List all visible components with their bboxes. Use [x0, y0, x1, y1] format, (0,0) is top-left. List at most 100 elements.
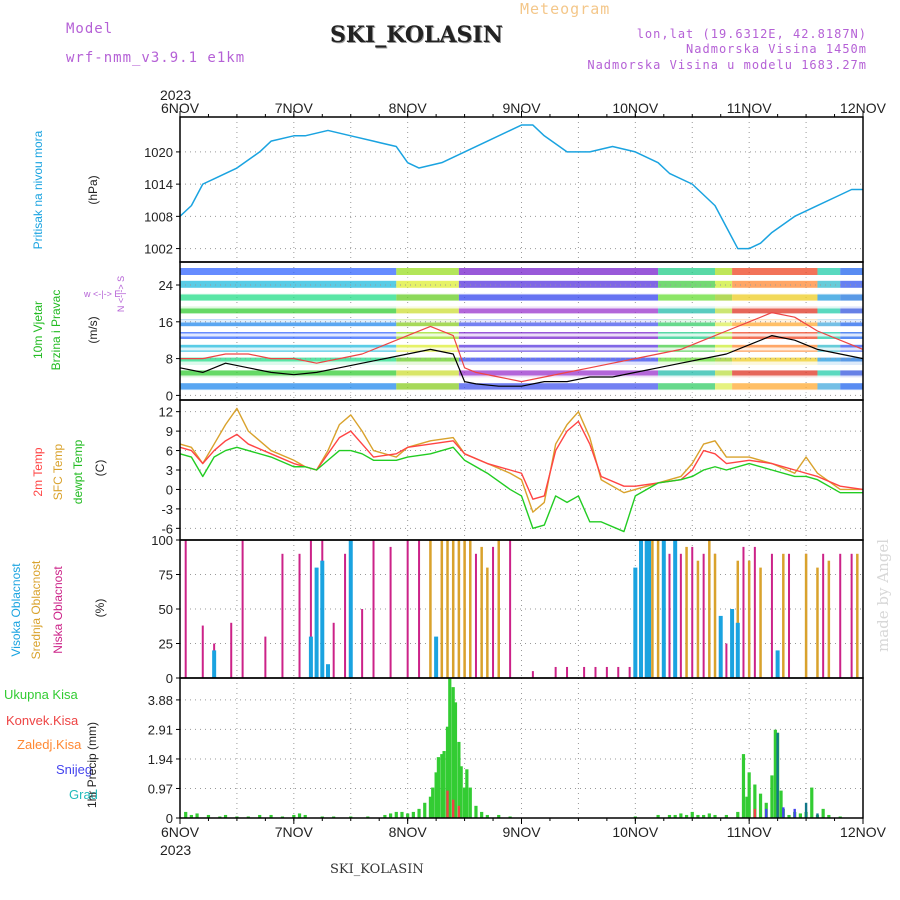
conv-precip-bar: [753, 808, 757, 818]
total-precip-bar: [673, 814, 677, 818]
x-tick-label-bottom: 11NOV: [727, 824, 773, 840]
low-cloud-bar: [418, 540, 421, 678]
mid-cloud-bar: [827, 560, 831, 678]
mid-cloud-bar: [463, 540, 466, 678]
total-precip-bar: [297, 813, 302, 818]
sfc-temp-label: SFC Temp: [51, 443, 65, 500]
high-cloud-bar: [718, 615, 723, 678]
high-cloud-bar: [434, 636, 439, 678]
low-cloud-bar: [702, 553, 705, 678]
mid-cloud-bar: [736, 560, 740, 678]
total-precip-bar: [428, 796, 433, 818]
wind-speed-line: [179, 335, 864, 387]
wind-barb-row: [715, 319, 733, 327]
high-cloud-bar: [212, 650, 217, 678]
legend-graupel: Grad: [69, 787, 98, 802]
y-tick-label: 3: [166, 463, 173, 478]
y-tick-label: -6: [161, 521, 173, 536]
x-tick-label-top: 8NOV: [389, 100, 428, 116]
total-precip-bar: [206, 814, 211, 818]
y-tick-label: 6: [166, 444, 173, 459]
wind-barb-row: [658, 370, 716, 378]
graupel-bar: [776, 732, 779, 818]
total-precip-bar: [656, 814, 660, 818]
wind-barb-row: [817, 306, 841, 314]
wind-barb-row: [180, 306, 397, 314]
total-precip-bar: [684, 814, 689, 818]
x-tick-label-top: 9NOV: [502, 100, 541, 116]
total-precip-bar: [465, 769, 469, 818]
precip-label: 1hr Precip (mm): [85, 722, 99, 808]
conv-precip-bar: [457, 805, 461, 818]
wind-barb-row: [396, 280, 459, 288]
wind-barb-row: [715, 293, 733, 301]
mid-cloud-label: Srednja Oblacnost: [29, 560, 43, 659]
wind-barb-row: [396, 319, 459, 327]
year-bottom: 2023: [160, 842, 191, 858]
total-precip-bar: [821, 808, 825, 818]
x-tick-label-top: 6NOV: [161, 100, 200, 116]
x-tick-label-top: 10NOV: [612, 100, 659, 116]
wind-barb-row: [396, 370, 459, 378]
wind-direction-legend: w <-|-> E: [83, 289, 120, 299]
wind-barb-row: [458, 319, 659, 327]
total-precip-bar: [349, 816, 353, 818]
total-precip-bar: [332, 816, 336, 818]
total-precip-bar: [258, 814, 262, 818]
total-precip-bar: [223, 814, 228, 818]
mid-cloud-bar: [816, 567, 819, 678]
wind-barb-row: [715, 268, 733, 275]
y-tick-label: 2.91: [148, 722, 173, 737]
wind-label-2: Brzina i Pravac: [49, 290, 63, 371]
mid-cloud-bar: [782, 553, 785, 678]
total-precip-bar: [696, 814, 700, 818]
wind-barb-row: [396, 293, 459, 301]
wind-barb-row: [732, 280, 818, 288]
wind-barb-row: [840, 268, 863, 275]
lonlat-label: lon,lat (19.6312E, 42.8187N): [636, 27, 867, 41]
x-tick-label-top: 11NOV: [727, 100, 773, 116]
total-precip-bar: [453, 702, 458, 818]
low-cloud-label: Niska Oblacnost: [51, 566, 65, 654]
total-precip-bar: [497, 814, 501, 818]
low-cloud-bar: [594, 666, 597, 678]
mid-cloud-bar: [747, 560, 751, 678]
y-tick-label: 1.94: [148, 752, 173, 767]
low-cloud-bar: [668, 553, 671, 678]
total-precip-bar: [485, 814, 489, 818]
total-precip-bar: [702, 814, 706, 818]
low-cloud-bar: [839, 553, 842, 678]
legend-total-rain: Ukupna Kisa: [4, 687, 78, 702]
y-tick-label: 16: [159, 315, 173, 330]
wind-barb-row: [840, 370, 863, 378]
total-precip-bar: [448, 678, 452, 818]
dewpt-temp-label: dewpt Temp: [71, 439, 85, 504]
wind-barb-row: [458, 306, 659, 314]
y-tick-label: 12: [159, 405, 173, 420]
low-cloud-bar: [742, 546, 745, 678]
low-cloud-bar: [389, 546, 392, 678]
high-cloud-bar: [325, 664, 330, 678]
low-cloud-bar: [566, 666, 569, 678]
total-precip-bar: [400, 811, 404, 818]
wind-barb-row: [840, 319, 863, 327]
y-tick-label: 25: [159, 637, 173, 652]
wind-barb-row: [732, 306, 818, 314]
total-precip-bar: [474, 805, 478, 818]
wind-barb-row: [458, 357, 659, 365]
snow-bar: [782, 807, 785, 818]
mid-cloud-bar: [708, 540, 711, 678]
total-precip-bar: [440, 754, 444, 818]
y-tick-label: 100: [151, 533, 173, 548]
total-precip-bar: [189, 814, 193, 818]
y-tick-label: 1002: [144, 242, 173, 257]
total-precip-bar: [406, 813, 410, 818]
total-precip-bar: [292, 814, 296, 818]
mid-cloud-bar: [651, 540, 654, 678]
wind-barb-row: [458, 268, 659, 275]
low-cloud-bar: [201, 625, 204, 678]
high-cloud-bar: [320, 560, 325, 678]
y-tick-label: 1014: [144, 177, 173, 192]
meteogram-label: Meteogram: [520, 0, 611, 18]
low-cloud-bar: [725, 643, 728, 678]
